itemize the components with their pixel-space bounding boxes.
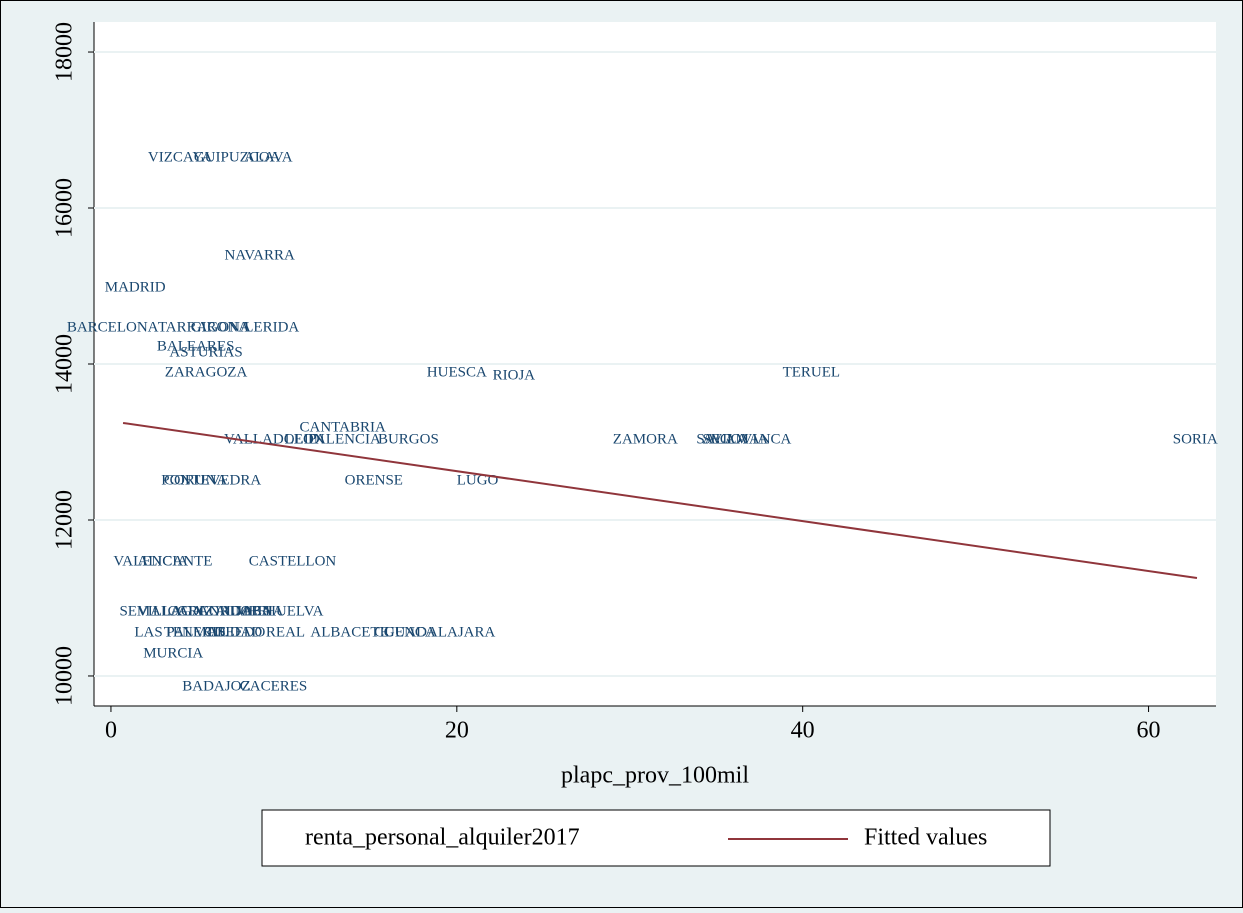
x-tick-label: 60 — [1137, 718, 1161, 744]
point-label: MALAGA — [137, 603, 203, 619]
point-label: ALICANTE — [137, 553, 212, 569]
point-label: TARRAGONA — [158, 319, 251, 335]
x-tick-label: 0 — [105, 718, 117, 744]
y-tick-label: 12000 — [52, 490, 78, 550]
point-label: HUELVA — [265, 603, 324, 619]
point-label: RIOJA — [493, 367, 536, 383]
legend-label: Fitted values — [864, 825, 987, 851]
point-label: VALLADOLID — [224, 431, 320, 447]
point-label: TERUEL — [783, 364, 841, 380]
point-label: BADAJOZ — [182, 678, 250, 694]
point-label: PONTEVEDRA — [161, 472, 261, 488]
point-label: LAS PALMAS — [134, 624, 226, 640]
point-label: ORENSE — [345, 472, 403, 488]
point-label: NAVARRA — [225, 247, 295, 263]
y-tick-label: 16000 — [52, 178, 78, 238]
point-label: GIRONA — [191, 319, 249, 335]
point-label: CORDOBA — [199, 603, 273, 619]
y-tick-label: 10000 — [52, 646, 78, 706]
point-label: VIZCAYA — [148, 149, 213, 165]
point-label: HUESCA — [427, 364, 487, 380]
point-label: GUADALAJARA — [384, 624, 496, 640]
point-label: ZARAGOZA — [165, 364, 248, 380]
point-label: CORUNA — [164, 472, 228, 488]
point-label: BURGOS — [378, 431, 439, 447]
point-label: LEON — [285, 431, 325, 447]
legend-label: renta_personal_alquiler2017 — [305, 825, 580, 851]
point-label: CANTABRIA — [300, 419, 386, 435]
legend — [261, 809, 1051, 867]
point-label: BARCELONA — [67, 319, 159, 335]
point-label: SEGOVIA — [702, 431, 768, 447]
point-label: TOLEDO — [206, 624, 266, 640]
point-label: ALAVA — [244, 149, 293, 165]
point-label: CUENCA — [374, 624, 436, 640]
point-label: JAEN — [236, 603, 273, 619]
point-label: MADRID — [105, 279, 166, 295]
point-label: ASTURIAS — [169, 344, 242, 360]
fit-line — [122, 421, 1198, 580]
point-label: VALENCIA — [113, 553, 188, 569]
y-tick-label: 14000 — [52, 334, 78, 394]
point-label: GRANADA — [177, 603, 252, 619]
x-tick-label: 20 — [445, 718, 469, 744]
point-label: SORIA — [1173, 431, 1218, 447]
x-axis-title: plapc_prov_100mil — [561, 763, 749, 789]
point-label: CACERES — [240, 678, 308, 694]
point-label: PALENCIA — [308, 431, 381, 447]
point-label: TENERIFE — [164, 624, 235, 640]
y-tick-label: 18000 — [52, 22, 78, 82]
point-label: ALMERIA — [215, 603, 283, 619]
point-label: MURCIA — [143, 645, 203, 661]
point-label: CADIZ — [168, 603, 214, 619]
point-label: GUIPUZCOA — [194, 149, 281, 165]
point-label: ZAMORA — [613, 431, 678, 447]
point-label: LERIDA — [244, 319, 299, 335]
x-tick-label: 40 — [791, 718, 815, 744]
point-label: SEVILLA — [119, 603, 182, 619]
point-label: ALBACETE — [310, 624, 388, 640]
point-label: SALAMANCA — [696, 431, 791, 447]
point-label: CIUDAD REAL — [204, 624, 305, 640]
point-label: AVILA — [702, 431, 747, 447]
point-label: CASTELLON — [249, 553, 337, 569]
point-label: BALEARES — [157, 338, 235, 354]
